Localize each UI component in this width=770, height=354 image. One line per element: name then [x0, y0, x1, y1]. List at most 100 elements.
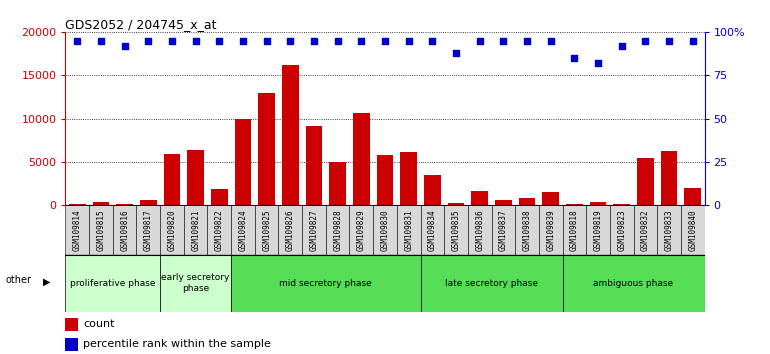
Bar: [160, 255, 231, 312]
Point: [332, 38, 344, 44]
Text: proliferative phase: proliferative phase: [70, 279, 156, 288]
Bar: [491, 205, 515, 255]
Bar: [519, 198, 535, 205]
Bar: [136, 205, 160, 255]
Text: other: other: [5, 275, 32, 285]
Text: ambiguous phase: ambiguous phase: [594, 279, 674, 288]
Bar: [184, 205, 207, 255]
Text: GSM109817: GSM109817: [144, 209, 152, 251]
Bar: [65, 318, 79, 331]
Point: [568, 55, 581, 61]
Point: [119, 43, 131, 48]
Bar: [302, 205, 326, 255]
Bar: [515, 205, 539, 255]
Bar: [140, 200, 156, 205]
Bar: [92, 202, 109, 205]
Text: ▶: ▶: [43, 277, 51, 287]
Text: GSM109816: GSM109816: [120, 209, 129, 251]
Text: GSM109838: GSM109838: [523, 209, 531, 251]
Bar: [468, 205, 491, 255]
Bar: [424, 175, 440, 205]
Bar: [685, 188, 701, 205]
Text: GSM109826: GSM109826: [286, 209, 295, 251]
Bar: [326, 205, 350, 255]
Text: GSM109815: GSM109815: [96, 209, 105, 251]
Bar: [586, 205, 610, 255]
Bar: [661, 151, 678, 205]
Text: GSM109837: GSM109837: [499, 209, 508, 251]
Bar: [282, 65, 299, 205]
Bar: [259, 93, 275, 205]
Point: [260, 38, 273, 44]
Point: [639, 38, 651, 44]
Point: [497, 38, 510, 44]
Point: [71, 38, 83, 44]
Bar: [373, 205, 397, 255]
Text: GSM109835: GSM109835: [451, 209, 460, 251]
Text: GSM109823: GSM109823: [618, 209, 626, 251]
Text: GSM109814: GSM109814: [73, 209, 82, 251]
Text: GSM109836: GSM109836: [475, 209, 484, 251]
Point: [663, 38, 675, 44]
Text: GSM109829: GSM109829: [357, 209, 366, 251]
Bar: [187, 150, 204, 205]
Bar: [65, 338, 79, 350]
Text: GSM109825: GSM109825: [262, 209, 271, 251]
Bar: [566, 204, 583, 205]
Point: [426, 38, 438, 44]
Text: count: count: [83, 319, 115, 329]
Text: GSM109824: GSM109824: [239, 209, 247, 251]
Bar: [89, 205, 112, 255]
Text: GDS2052 / 204745_x_at: GDS2052 / 204745_x_at: [65, 18, 217, 31]
Text: GSM109818: GSM109818: [570, 209, 579, 251]
Bar: [400, 152, 417, 205]
Bar: [495, 200, 511, 205]
Text: percentile rank within the sample: percentile rank within the sample: [83, 339, 271, 349]
Point: [687, 38, 699, 44]
Bar: [563, 255, 705, 312]
Bar: [211, 189, 228, 205]
Bar: [116, 204, 133, 205]
Bar: [634, 205, 658, 255]
Bar: [377, 155, 393, 205]
Point: [521, 38, 533, 44]
Text: early secretory
phase: early secretory phase: [162, 274, 229, 293]
Text: late secretory phase: late secretory phase: [445, 279, 538, 288]
Point: [474, 38, 486, 44]
Text: GSM109821: GSM109821: [191, 209, 200, 251]
Bar: [447, 203, 464, 205]
Point: [95, 38, 107, 44]
Point: [308, 38, 320, 44]
Bar: [539, 205, 563, 255]
Text: GSM109840: GSM109840: [688, 209, 697, 251]
Point: [142, 38, 155, 44]
Bar: [563, 205, 586, 255]
Point: [355, 38, 367, 44]
Bar: [231, 255, 420, 312]
Bar: [471, 190, 488, 205]
Text: GSM109834: GSM109834: [428, 209, 437, 251]
Bar: [681, 205, 705, 255]
Text: mid secretory phase: mid secretory phase: [280, 279, 372, 288]
Bar: [255, 205, 279, 255]
Point: [544, 38, 557, 44]
Bar: [614, 204, 630, 205]
Text: GSM109819: GSM109819: [594, 209, 603, 251]
Bar: [112, 205, 136, 255]
Bar: [231, 205, 255, 255]
Bar: [444, 205, 468, 255]
Point: [237, 38, 249, 44]
Point: [213, 38, 226, 44]
Text: GSM109827: GSM109827: [310, 209, 319, 251]
Text: GSM109830: GSM109830: [380, 209, 390, 251]
Bar: [542, 192, 559, 205]
Text: GSM109822: GSM109822: [215, 209, 224, 251]
Text: GSM109832: GSM109832: [641, 209, 650, 251]
Bar: [207, 205, 231, 255]
Bar: [65, 255, 160, 312]
Bar: [658, 205, 681, 255]
Bar: [420, 255, 563, 312]
Bar: [69, 204, 85, 205]
Point: [189, 38, 202, 44]
Point: [450, 50, 462, 56]
